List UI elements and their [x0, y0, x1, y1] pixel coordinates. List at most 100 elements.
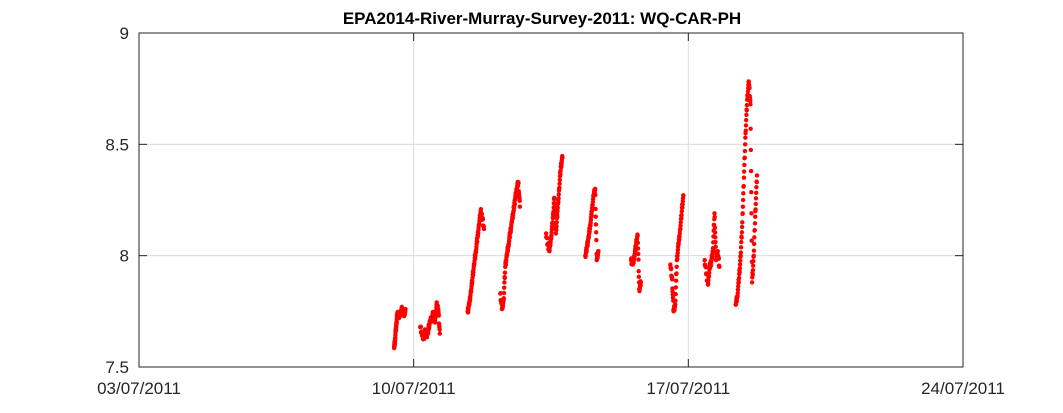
data-point: [706, 270, 712, 276]
data-point: [635, 246, 641, 251]
data-point: [743, 117, 749, 123]
data-point: [713, 244, 718, 249]
data-point: [556, 196, 561, 201]
data-point: [557, 181, 562, 187]
data-points: [391, 79, 760, 351]
data-point: [478, 206, 484, 212]
data-point: [555, 208, 560, 214]
data-point: [636, 274, 642, 280]
data-point: [736, 280, 742, 285]
data-point: [555, 205, 560, 210]
data-point: [437, 327, 442, 332]
data-point: [749, 211, 754, 216]
x-tick-label: 24/07/2011: [921, 379, 1005, 398]
data-point: [636, 269, 641, 274]
data-point: [737, 270, 742, 275]
data-point: [673, 302, 678, 307]
data-point: [739, 230, 745, 235]
data-point: [742, 162, 747, 168]
data-point: [712, 230, 718, 235]
data-point: [636, 251, 641, 257]
data-point: [593, 192, 598, 198]
data-point: [512, 201, 518, 207]
data-point: [744, 112, 749, 118]
data-point: [544, 235, 550, 241]
data-point: [543, 231, 549, 236]
data-point: [669, 277, 675, 282]
data-point: [751, 259, 756, 264]
x-tick-label: 17/07/2011: [646, 379, 730, 398]
data-point: [702, 257, 707, 263]
data-point: [502, 275, 508, 281]
data-point: [748, 98, 753, 104]
data-point: [708, 263, 714, 268]
data-point: [751, 241, 757, 247]
data-point: [673, 291, 678, 297]
data-point: [743, 128, 748, 133]
data-point: [673, 285, 679, 290]
data-point: [498, 291, 503, 296]
data-point: [740, 204, 746, 209]
data-point: [554, 220, 559, 225]
data-point: [738, 250, 744, 255]
data-point: [749, 238, 754, 243]
data-point: [752, 214, 758, 219]
data-point: [481, 226, 487, 232]
data-point: [436, 313, 442, 318]
data-point: [470, 279, 475, 284]
data-point: [742, 155, 747, 160]
data-point: [735, 290, 740, 296]
data-point: [749, 190, 754, 195]
data-point: [479, 211, 485, 217]
x-tick-label: 03/07/2011: [97, 379, 181, 398]
data-point: [735, 284, 741, 289]
data-point: [748, 102, 753, 107]
data-point: [750, 272, 755, 277]
data-point: [501, 296, 506, 301]
data-point: [560, 155, 565, 160]
data-point: [679, 212, 684, 218]
data-point: [747, 85, 752, 91]
data-point: [716, 256, 721, 261]
data-point: [737, 266, 743, 271]
data-point: [751, 248, 757, 253]
data-point: [635, 240, 641, 246]
data-point: [593, 222, 599, 227]
data-point: [742, 148, 748, 154]
data-point: [556, 200, 561, 205]
data-point: [740, 220, 745, 225]
data-point: [743, 135, 748, 140]
data-point: [754, 184, 759, 190]
data-point: [592, 186, 598, 192]
chart-title: EPA2014-River-Murray-Survey-2011: WQ-CAR…: [343, 9, 741, 28]
data-point: [501, 290, 507, 296]
data-point: [751, 253, 756, 258]
data-point: [507, 234, 513, 240]
data-point: [593, 214, 598, 219]
data-point: [754, 179, 759, 185]
data-point: [715, 249, 720, 254]
data-point: [739, 235, 744, 240]
data-point: [552, 201, 557, 206]
data-point: [674, 271, 679, 276]
data-point: [418, 324, 424, 329]
y-tick-label: 9: [120, 24, 129, 43]
data-point: [735, 287, 741, 292]
data-point: [738, 245, 744, 250]
data-point: [673, 298, 678, 303]
data-point: [742, 142, 748, 147]
data-point: [752, 221, 758, 226]
data-point: [717, 264, 722, 269]
data-point: [635, 233, 640, 238]
data-point: [437, 331, 443, 336]
y-tick-label: 8: [120, 247, 129, 266]
data-point: [737, 262, 743, 267]
data-point: [679, 216, 684, 221]
data-point: [712, 214, 717, 220]
data-point: [403, 306, 408, 312]
data-point: [475, 239, 480, 244]
data-point: [594, 237, 599, 243]
data-point: [753, 190, 759, 195]
data-point: [735, 294, 740, 299]
data-point: [739, 224, 745, 230]
